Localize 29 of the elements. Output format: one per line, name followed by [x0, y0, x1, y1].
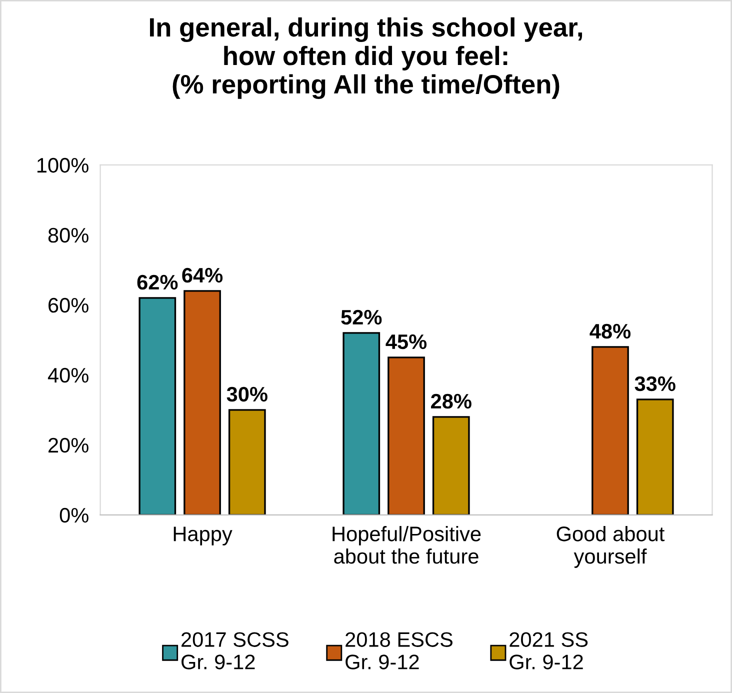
y-tick-label: 20% — [48, 438, 88, 453]
x-tick-label: Hopeful/Positive about the future — [332, 526, 481, 564]
bar — [636, 398, 674, 515]
data-label: 62% — [137, 274, 178, 290]
bar — [138, 297, 176, 515]
legend-label: 2017 SCSS Gr. 9-12 — [182, 632, 288, 670]
bar — [184, 290, 221, 515]
data-label: 64% — [182, 268, 223, 283]
y-tick-label: 60% — [48, 298, 88, 313]
data-label: 52% — [341, 310, 382, 325]
data-label: 30% — [226, 386, 268, 402]
x-tick-label: Good about yourself — [556, 526, 665, 568]
bar — [228, 409, 266, 515]
data-label: 33% — [634, 376, 676, 392]
legend-label: 2018 ESCS Gr. 9-12 — [346, 632, 452, 670]
y-tick-label: 0% — [60, 508, 88, 523]
chart-title: In general, during this school year, how often did you feel: (% reporting All the time/Often) — [150, 17, 582, 100]
bar — [432, 416, 470, 515]
data-label: 45% — [386, 334, 427, 350]
bar — [592, 346, 629, 515]
y-tick-label: 40% — [48, 368, 88, 383]
x-tick-label: Happy — [174, 526, 232, 546]
data-label: 28% — [431, 394, 472, 409]
y-tick-label: 80% — [48, 228, 88, 243]
bar — [388, 356, 425, 515]
y-tick-label: 100% — [37, 158, 88, 173]
legend-label: 2021 SS Gr. 9-12 — [510, 632, 588, 670]
bar — [342, 332, 380, 515]
data-label: 48% — [590, 324, 631, 339]
